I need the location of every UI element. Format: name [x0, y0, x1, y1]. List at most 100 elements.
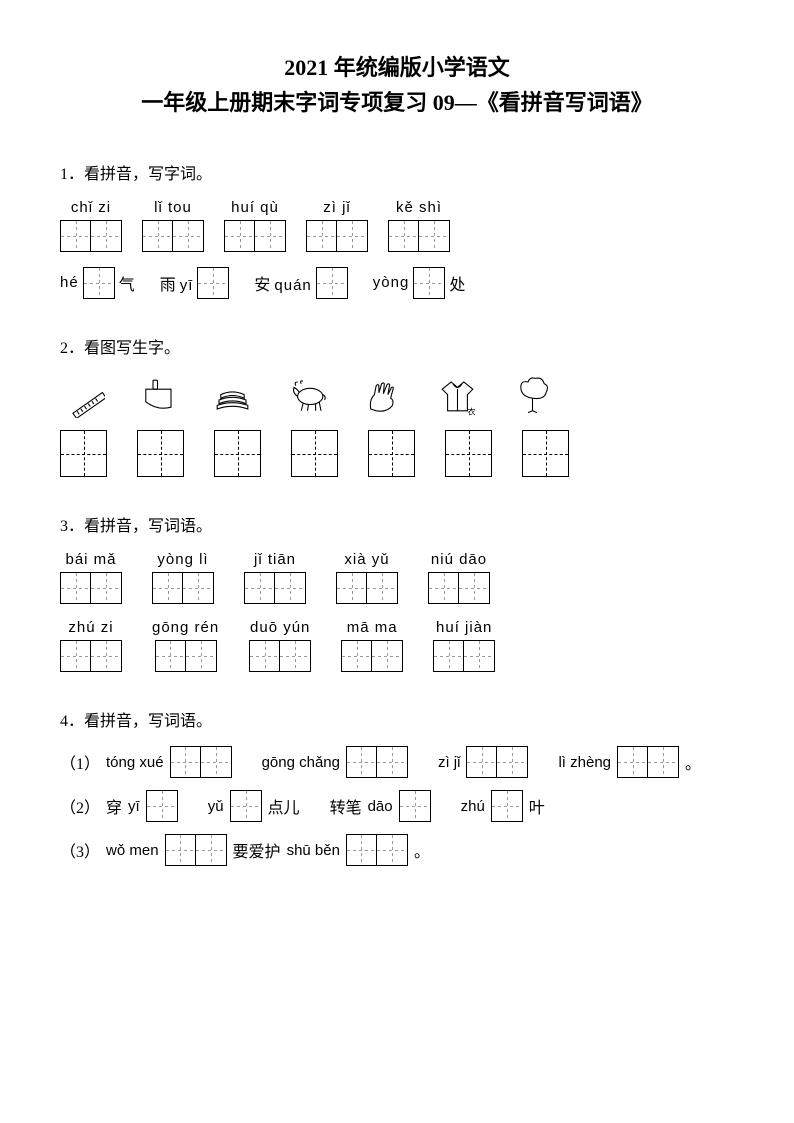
writing-cell	[292, 431, 337, 476]
writing-grid	[399, 790, 431, 822]
pinyin-label: gōng chǎng	[262, 754, 340, 771]
q4-line: （3）wǒ men要爱护 shū běn。	[60, 834, 734, 866]
writing-grid	[346, 746, 408, 778]
writing-cell	[196, 835, 226, 865]
q1-label: 1．看拼音，写字词。	[60, 160, 734, 184]
inline-segment: yòng处	[373, 267, 466, 299]
text-suffix: 气	[119, 271, 135, 295]
writing-cell	[429, 573, 459, 603]
writing-cell	[414, 268, 444, 298]
writing-grid	[428, 572, 490, 604]
chinese-text: 叶	[529, 794, 545, 818]
cleaver-icon	[135, 373, 180, 418]
q1-row1: chǐ zilǐ touhuí qùzì jǐkě shì	[60, 199, 734, 252]
q3-row1: bái mǎyòng lìjǐ tiānxià yǔniú dāo	[60, 551, 734, 604]
text-prefix: yòng	[373, 274, 410, 292]
writing-grid	[146, 790, 178, 822]
writing-grid	[60, 430, 107, 477]
text-prefix: hé	[60, 274, 79, 292]
writing-grid	[230, 790, 262, 822]
question-3: 3．看拼音，写词语。 bái mǎyòng lìjǐ tiānxià yǔniú…	[60, 512, 734, 672]
pinyin-label: shū běn	[287, 842, 340, 859]
pinyin-label: lǐ tou	[154, 199, 192, 216]
writing-cell	[369, 431, 414, 476]
pinyin-label: mā ma	[347, 619, 398, 636]
writing-grid	[152, 572, 214, 604]
writing-cell	[245, 573, 275, 603]
pinyin-group: duō yún	[249, 619, 311, 672]
pinyin-group: lǐ tou	[142, 199, 204, 252]
writing-grid	[165, 834, 227, 866]
books-icon	[210, 373, 255, 418]
writing-cell	[372, 641, 402, 671]
writing-cell	[275, 573, 305, 603]
writing-cell	[307, 221, 337, 251]
title-line-1: 2021 年统编版小学语文	[60, 50, 734, 85]
tree-icon	[510, 373, 555, 418]
writing-cell	[173, 221, 203, 251]
writing-cell	[171, 747, 201, 777]
pinyin-label: huí jiàn	[436, 619, 492, 636]
writing-grid	[249, 640, 311, 672]
writing-cell	[61, 641, 91, 671]
writing-cell	[61, 221, 91, 251]
pinyin-group: zì jǐ	[306, 199, 368, 252]
inline-segment: 安 quán	[254, 267, 347, 299]
writing-grid	[60, 572, 122, 604]
writing-cell	[255, 221, 285, 251]
writing-grid	[346, 834, 408, 866]
pinyin-label: dāo	[368, 798, 393, 815]
writing-grid	[214, 430, 261, 477]
pinyin-label: yòng lì	[157, 551, 208, 568]
writing-cell	[143, 221, 173, 251]
pinyin-group: zhú zi	[60, 619, 122, 672]
q3-row2: zhú zi gōng rén duō yún mā ma huí jiàn	[60, 619, 734, 672]
writing-grid	[306, 220, 368, 252]
pinyin-group: kě shì	[388, 199, 450, 252]
writing-cell	[467, 747, 497, 777]
pinyin-label: jǐ tiān	[254, 551, 296, 568]
writing-grid	[60, 220, 122, 252]
writing-cell	[147, 791, 177, 821]
writing-cell	[434, 641, 464, 671]
writing-cell	[91, 221, 121, 251]
chinese-text: 。	[414, 838, 430, 862]
writing-grid	[142, 220, 204, 252]
writing-cell	[389, 221, 419, 251]
writing-cell	[84, 268, 114, 298]
writing-grid	[522, 430, 569, 477]
pinyin-label: chǐ zi	[71, 199, 111, 216]
writing-cell	[459, 573, 489, 603]
writing-cell	[215, 431, 260, 476]
writing-grid	[316, 267, 348, 299]
writing-cell	[183, 573, 213, 603]
writing-cell	[280, 641, 310, 671]
writing-cell	[377, 835, 407, 865]
line-number: （3）	[60, 838, 100, 862]
pinyin-label: zì jǐ	[323, 199, 351, 216]
pinyin-label: xià yǔ	[344, 551, 389, 568]
pinyin-label: lì zhèng	[558, 754, 611, 771]
pinyin-label: yǔ	[208, 798, 224, 815]
writing-cell	[61, 431, 106, 476]
writing-cell	[337, 221, 367, 251]
writing-grid	[445, 430, 492, 477]
chinese-text: 。	[685, 750, 701, 774]
pinyin-group: xià yǔ	[336, 551, 398, 604]
pinyin-group: yòng lì	[152, 551, 214, 604]
writing-cell	[201, 747, 231, 777]
writing-grid	[83, 267, 115, 299]
pinyin-label: duō yún	[250, 619, 310, 636]
writing-grid	[60, 640, 122, 672]
q4-label: 4．看拼音，写词语。	[60, 707, 734, 731]
writing-cell	[317, 268, 347, 298]
ruler-icon	[60, 373, 105, 418]
writing-cell	[648, 747, 678, 777]
pinyin-group: gōng rén	[152, 619, 219, 672]
pinyin-label: gōng rén	[152, 619, 219, 636]
pinyin-group: jǐ tiān	[244, 551, 306, 604]
writing-grid	[155, 640, 217, 672]
pinyin-label: yī	[128, 798, 140, 815]
writing-grid	[413, 267, 445, 299]
writing-grid	[197, 267, 229, 299]
